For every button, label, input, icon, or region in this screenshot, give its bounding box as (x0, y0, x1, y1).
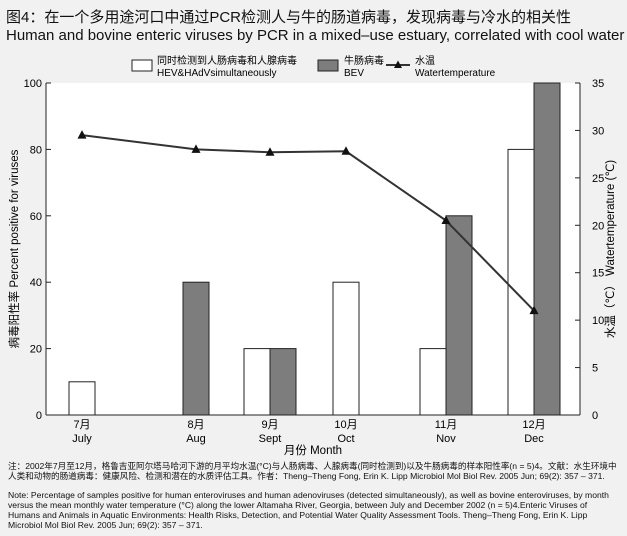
y2-tick-label: 0 (592, 410, 598, 422)
bar-bev-sept (269, 348, 297, 416)
note-zh: 注：2002年7月至12月，格鲁吉亚阿尔塔马哈河下游的月平均水温(°C)与人肠病… (8, 461, 617, 481)
temperature-marker-dec (529, 305, 539, 315)
legend-swatch-bev (317, 59, 339, 72)
x-tick-label-zh: 9月 (261, 419, 278, 431)
x-tick-label-en: Nov (436, 433, 456, 445)
x-axis-label: 月份 Month (284, 444, 342, 457)
y-tick-label: 40 (30, 277, 42, 289)
y2-axis-label: 水温（℃） Watertemperature (℃) (603, 160, 617, 338)
y2-tick-label: 5 (592, 363, 598, 375)
temperature-polyline (81, 134, 535, 312)
y-axis-label: 病毒阳性率 Percent positive for viruses (7, 149, 21, 348)
chart-frame (45, 82, 581, 416)
note-en: Note: Percentage of samples positive for… (8, 490, 609, 530)
plot-area (46, 83, 580, 415)
legend-label-bev-en: BEV (344, 68, 364, 79)
x-tick-label-en: Sept (259, 433, 282, 445)
y2-tick-label: 20 (592, 220, 604, 232)
x-tick-label-en: Dec (524, 433, 544, 445)
legend-label-temp-zh: 水温 (415, 55, 435, 67)
temperature-line (77, 130, 539, 315)
temperature-marker-july (77, 130, 87, 139)
legend-swatch-hev (131, 59, 153, 72)
y-tick-label: 0 (36, 410, 42, 422)
axis-labels: 0 20 40 60 80 100 0 5 10 15 20 25 30 35 7月 July 8月 Aug 9月 S… (7, 78, 617, 457)
y-tick-label: 20 (30, 344, 42, 356)
bar-hev-oct (332, 281, 360, 416)
y2-tick-label: 30 (592, 125, 604, 137)
legend-label-hev-zh: 同时检测到人肠病毒和人腺病毒 (157, 54, 297, 67)
temperature-marker-aug (191, 144, 201, 153)
bar-hev-july (68, 381, 96, 416)
legend-label-bev-zh: 牛肠病毒 (344, 54, 384, 67)
x-tick-label-en: July (72, 433, 92, 445)
x-tick-label-en: Oct (337, 433, 354, 445)
bar-bev-aug (182, 281, 210, 416)
bars (68, 82, 561, 416)
y2-tick-label: 15 (592, 268, 604, 280)
x-tick-label-zh: 12月 (522, 419, 545, 431)
y-tick-label: 100 (24, 78, 42, 90)
temperature-marker-nov (441, 215, 451, 225)
bar-hev-sept (243, 348, 271, 416)
figure-title-en: Human and bovine enteric viruses by PCR … (6, 27, 625, 44)
legend-label-hev-en: HEV&HAdVsimultaneously (157, 68, 277, 79)
x-tick-label-zh: 7月 (73, 419, 90, 431)
x-tick-label-en: Aug (186, 433, 206, 445)
x-tick-label-zh: 8月 (187, 419, 204, 431)
bar-bev-nov (445, 215, 473, 416)
bar-hev-dec (507, 148, 535, 416)
bar-hev-nov (419, 348, 447, 416)
y-tick-label: 80 (30, 144, 42, 156)
y2-tick-label: 35 (592, 78, 604, 90)
x-tick-label-zh: 10月 (334, 419, 357, 431)
bar-bev-dec (533, 82, 561, 416)
x-tick-label-zh: 11月 (435, 419, 457, 431)
chart: 0 20 40 60 80 100 0 5 10 15 20 25 30 35 7月 July 8月 Aug 9月 S… (7, 54, 617, 457)
legend-label-temp-en: Watertemperature (415, 68, 496, 79)
y-tick-label: 60 (30, 211, 42, 223)
legend-marker-temp (394, 60, 402, 68)
temperature-marker-oct (341, 146, 351, 155)
y2-tick-label: 10 (592, 315, 604, 327)
temperature-marker-sept (265, 147, 275, 156)
figure-title-zh: 图4：在一个多用途河口中通过PCR检测人与牛的肠道病毒，发现病毒与冷水的相关性 (6, 9, 572, 26)
y2-tick-label: 25 (592, 173, 604, 185)
